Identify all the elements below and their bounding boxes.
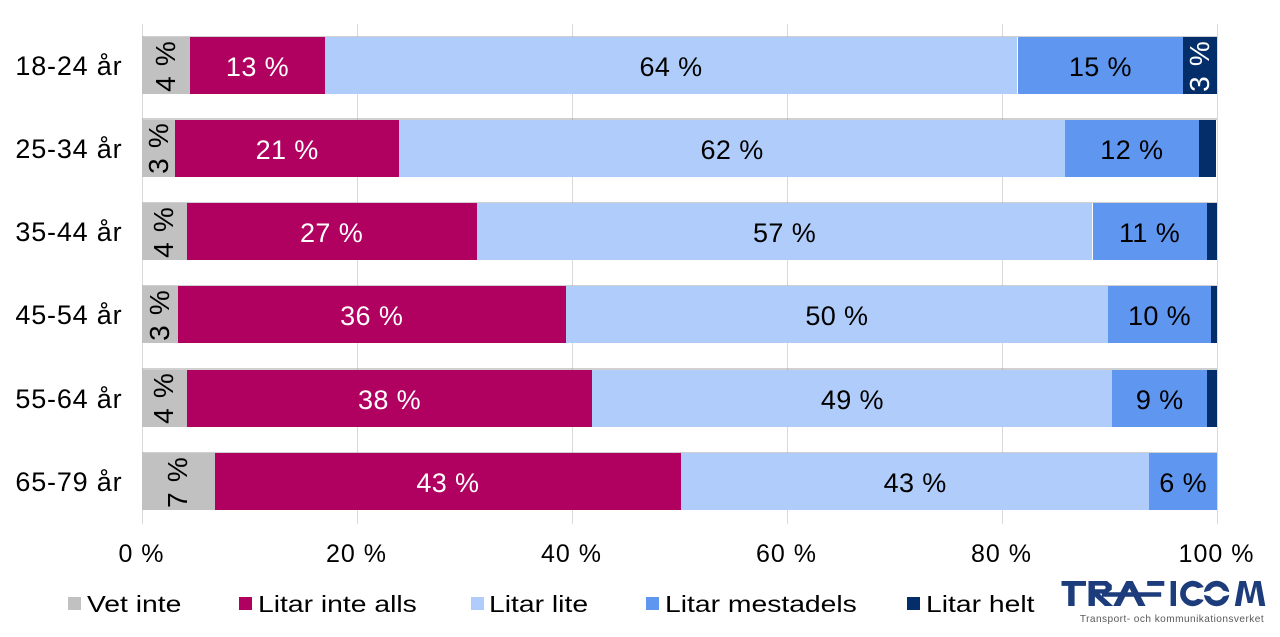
svg-text:Transport- och kommunikationsv: Transport- och kommunikationsverket	[1080, 614, 1264, 625]
